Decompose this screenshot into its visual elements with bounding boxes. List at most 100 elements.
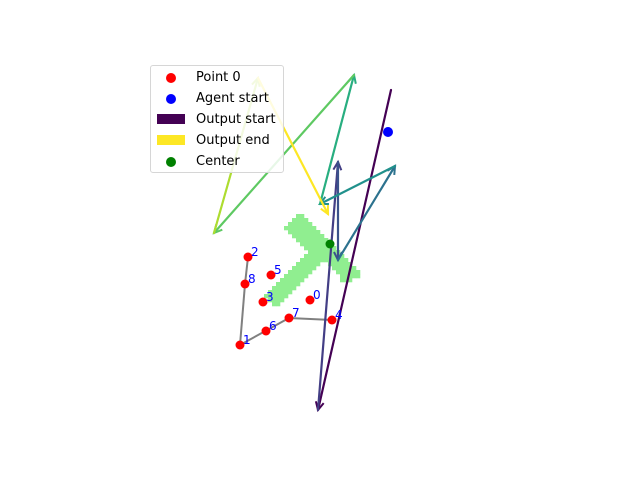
point-marker	[243, 252, 253, 262]
shape-cell	[320, 238, 325, 243]
shape-cell	[316, 246, 321, 251]
shape-cell	[304, 238, 309, 243]
shape-cell	[300, 214, 305, 219]
legend-label: Agent start	[196, 91, 269, 106]
output-start-swatch-icon	[157, 114, 185, 124]
shape-cell	[312, 242, 317, 247]
point-marker	[258, 297, 268, 307]
shape-cell	[280, 294, 285, 299]
shape-cell	[304, 254, 309, 259]
shape-cell	[304, 226, 309, 231]
shape-cell	[292, 282, 297, 287]
shape-cell	[312, 258, 317, 263]
point-label: 0	[313, 288, 321, 302]
shape-cell	[296, 282, 301, 287]
shape-cell	[344, 266, 349, 271]
shape-cell	[332, 246, 337, 251]
shape-cell	[312, 250, 317, 255]
point-label: 3	[266, 290, 274, 304]
shape-cell	[304, 218, 309, 223]
shape-cell	[280, 290, 285, 295]
shape-cell	[304, 246, 309, 251]
shape-cell	[324, 238, 329, 243]
shape-cell	[288, 270, 293, 275]
shape-cell	[292, 230, 297, 235]
shape-cell	[340, 258, 345, 263]
shape-cell	[304, 230, 309, 235]
legend-label: Center	[196, 154, 240, 169]
shape-cell	[292, 278, 297, 283]
shape-cell	[268, 290, 273, 295]
shape-cell	[312, 234, 317, 239]
legend-item-output-end: Output end	[151, 131, 285, 151]
shape-cell	[296, 266, 301, 271]
shape-cell	[284, 282, 289, 287]
shape-cell	[308, 266, 313, 271]
shape-cell	[288, 278, 293, 283]
shape-cell	[320, 234, 325, 239]
shape-cell	[296, 234, 301, 239]
legend-item-agent-start: Agent start	[151, 89, 285, 109]
shape-cell	[280, 282, 285, 287]
shape-cell	[300, 262, 305, 267]
point-marker-icon	[166, 73, 176, 83]
shape-cell	[304, 258, 309, 263]
shape-cell	[296, 274, 301, 279]
point-marker	[235, 340, 245, 350]
shape-cell	[288, 282, 293, 287]
shape-cell	[308, 250, 313, 255]
shape-cell	[312, 226, 317, 231]
shape-cell	[284, 294, 289, 299]
point-label: 8	[248, 272, 256, 286]
shape-cell	[276, 294, 281, 299]
point-marker	[284, 313, 294, 323]
output-arrow	[318, 73, 356, 206]
shape-cell	[340, 266, 345, 271]
point-label: 2	[251, 245, 259, 259]
shape-cell	[352, 266, 357, 271]
shape-cell	[296, 238, 301, 243]
shape-cell	[272, 290, 277, 295]
shape-cell	[316, 230, 321, 235]
shape-cell	[292, 266, 297, 271]
shape-cell	[308, 238, 313, 243]
shape-cell	[340, 254, 345, 259]
shape-cell	[308, 226, 313, 231]
arrowhead	[320, 205, 330, 216]
shape-cell	[300, 274, 305, 279]
shape-cell	[320, 254, 325, 259]
shape-cell	[308, 234, 313, 239]
shape-cell	[296, 222, 301, 227]
shape-cell	[300, 258, 305, 263]
points: 0 1 2 3 4 5 6 7 8	[235, 127, 393, 350]
point-marker	[266, 270, 276, 280]
shape-cell	[304, 222, 309, 227]
shape-cell	[352, 274, 357, 279]
shape-cell	[340, 270, 345, 275]
shape-cell	[288, 222, 293, 227]
shape-cell	[324, 250, 329, 255]
shape-cell	[312, 266, 317, 271]
shape-cell	[272, 294, 277, 299]
shape-cell	[324, 254, 329, 259]
shape-cell	[264, 294, 269, 299]
shape-cell	[308, 242, 313, 247]
shape-cell	[284, 286, 289, 291]
shape-cell	[280, 278, 285, 283]
shape-cell	[296, 230, 301, 235]
shape-cell	[340, 274, 345, 279]
shape-cell	[316, 238, 321, 243]
shape-cell	[312, 262, 317, 267]
shape-cell	[300, 234, 305, 239]
point-label: 6	[269, 319, 277, 333]
shape-cell	[292, 222, 297, 227]
shape-cell	[340, 278, 345, 283]
path-edge	[244, 256, 249, 285]
shape-cell	[304, 234, 309, 239]
shape-cell	[300, 242, 305, 247]
shape-cell	[308, 222, 313, 227]
shape-cell	[352, 270, 357, 275]
shape-cell	[316, 258, 321, 263]
point-marker	[240, 279, 250, 289]
output-end-swatch-icon	[157, 135, 185, 145]
